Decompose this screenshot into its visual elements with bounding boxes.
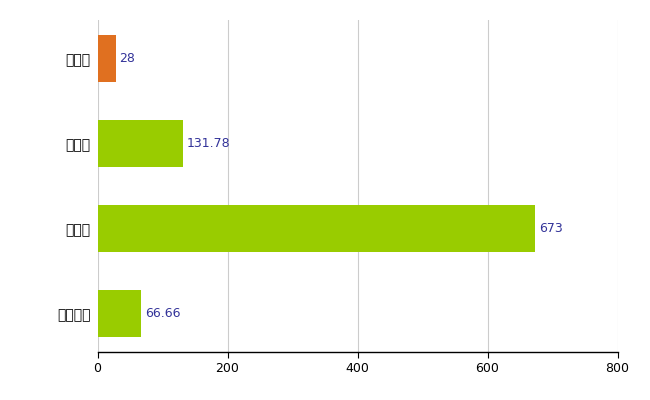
Text: 28: 28 xyxy=(120,52,135,65)
Bar xyxy=(98,290,141,337)
Text: 66.66: 66.66 xyxy=(145,307,180,320)
Text: 673: 673 xyxy=(539,222,563,235)
Bar xyxy=(98,35,116,82)
Text: 131.78: 131.78 xyxy=(187,137,231,150)
Bar xyxy=(98,120,183,167)
Bar xyxy=(98,205,535,252)
